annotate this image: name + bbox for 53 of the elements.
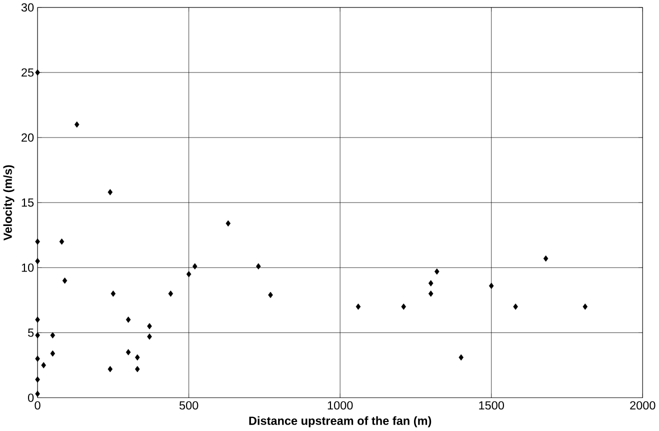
- y-tick-label: 10: [22, 264, 34, 272]
- point: [268, 292, 273, 298]
- point: [192, 263, 198, 270]
- point: [186, 271, 192, 278]
- point: [126, 316, 131, 324]
- x-tick-label: 2000: [630, 401, 656, 410]
- x-tick-label: 1000: [328, 401, 353, 410]
- point: [256, 263, 261, 270]
- point: [147, 323, 152, 330]
- y-tick-label: 25: [22, 68, 34, 77]
- point: [108, 366, 113, 372]
- point: [62, 278, 68, 284]
- point: [59, 238, 64, 245]
- point: [35, 316, 40, 324]
- point: [35, 258, 40, 265]
- x-tick-label: 500: [179, 401, 198, 410]
- point: [35, 356, 40, 362]
- y-tick-label: 15: [22, 198, 34, 207]
- y-tick-label: 30: [21, 4, 34, 12]
- point: [108, 189, 113, 196]
- x-tick-label: 0: [34, 401, 40, 410]
- point: [35, 390, 40, 398]
- point: [226, 220, 231, 227]
- point: [356, 304, 361, 310]
- y-tick-label: 20: [22, 134, 34, 142]
- point: [50, 350, 56, 357]
- point: [134, 366, 140, 372]
- point: [458, 354, 464, 361]
- point: [428, 290, 434, 298]
- point: [488, 282, 494, 290]
- point: [582, 304, 588, 310]
- point: [35, 376, 40, 383]
- point: [50, 332, 56, 339]
- point: [134, 354, 140, 361]
- point: [428, 280, 434, 287]
- point: [41, 362, 46, 369]
- point: [35, 238, 40, 245]
- point: [147, 334, 152, 340]
- point: [126, 349, 131, 356]
- point: [513, 304, 518, 310]
- y-tick-label: 0: [28, 394, 34, 402]
- point: [35, 70, 40, 76]
- point: [74, 122, 80, 128]
- point: [168, 290, 174, 298]
- point: [434, 268, 440, 275]
- point: [110, 290, 116, 298]
- point: [401, 304, 406, 310]
- x-tick-label: 1500: [479, 401, 504, 410]
- y-tick-label: 5: [28, 328, 34, 338]
- point: [543, 256, 548, 262]
- x-axis-title: Distance upstream of the fan (m): [249, 416, 432, 428]
- point: [35, 332, 40, 339]
- y-axis-title: Velocity (m/s): [3, 165, 14, 241]
